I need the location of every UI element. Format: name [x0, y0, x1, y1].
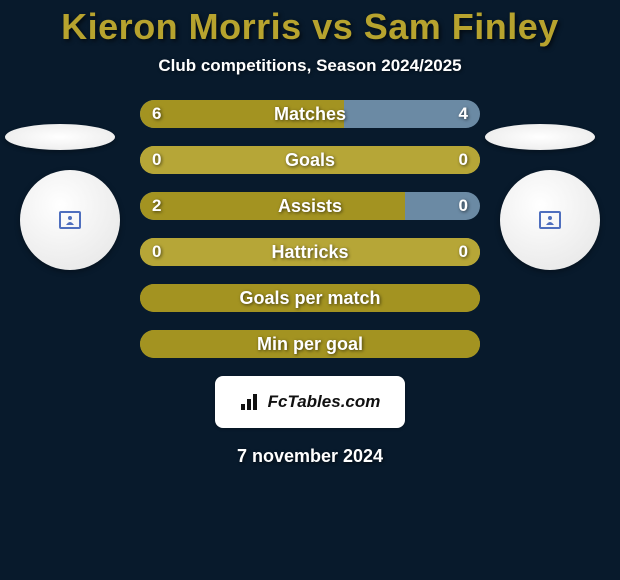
player2-name: Sam Finley — [364, 6, 559, 47]
stat-row: 20Assists — [140, 192, 480, 220]
page-title: Kieron Morris vs Sam Finley — [0, 6, 620, 48]
stat-bars: 64Matches00Goals20Assists00HattricksGoal… — [140, 100, 480, 358]
date-text: 7 november 2024 — [0, 446, 620, 467]
comparison-card: Kieron Morris vs Sam Finley Club competi… — [0, 0, 620, 467]
stat-fill-left — [140, 238, 480, 266]
stat-value-left: 0 — [152, 146, 161, 174]
stat-value-right: 0 — [459, 238, 468, 266]
player1-ellipse — [5, 124, 115, 150]
subtitle: Club competitions, Season 2024/2025 — [0, 56, 620, 76]
player1-avatar — [20, 170, 120, 270]
stat-row: Min per goal — [140, 330, 480, 358]
player2-avatar — [500, 170, 600, 270]
brand-text: FcTables.com — [268, 392, 381, 412]
stat-row: 00Goals — [140, 146, 480, 174]
stat-fill-left — [140, 100, 344, 128]
stat-value-right: 4 — [459, 100, 468, 128]
player1-name: Kieron Morris — [61, 6, 302, 47]
brand-pill: FcTables.com — [215, 376, 405, 428]
stat-row: 64Matches — [140, 100, 480, 128]
stat-value-left: 6 — [152, 100, 161, 128]
title-vs: vs — [302, 6, 364, 47]
stat-value-left: 0 — [152, 238, 161, 266]
stat-value-right: 0 — [459, 146, 468, 174]
stat-fill-left — [140, 146, 480, 174]
player2-badge-icon — [539, 211, 561, 229]
player1-badge-icon — [59, 211, 81, 229]
stat-value-left: 2 — [152, 192, 161, 220]
stat-value-right: 0 — [459, 192, 468, 220]
stat-fill-left — [140, 284, 480, 312]
player2-ellipse — [485, 124, 595, 150]
stat-fill-left — [140, 330, 480, 358]
stat-row: Goals per match — [140, 284, 480, 312]
bars-icon — [240, 393, 262, 411]
stat-fill-left — [140, 192, 405, 220]
stat-row: 00Hattricks — [140, 238, 480, 266]
